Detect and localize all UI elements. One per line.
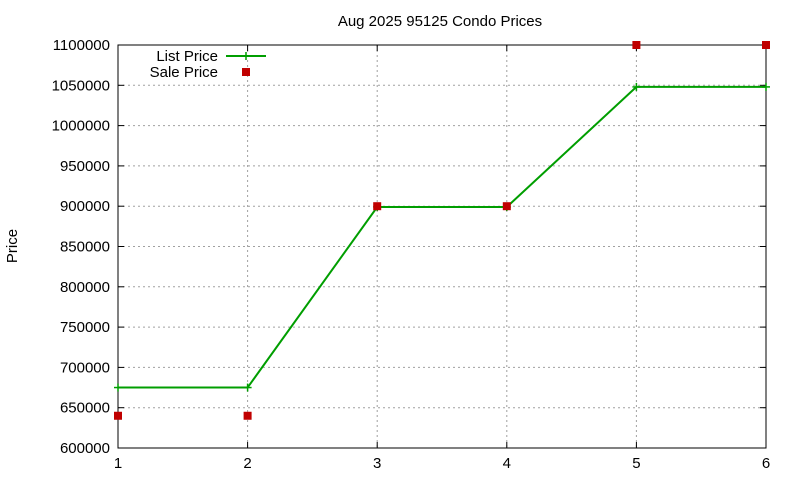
data-point [243, 411, 252, 420]
x-tick-label: 3 [373, 455, 381, 472]
data-point [114, 383, 122, 392]
grid-lines [118, 45, 766, 448]
y-tick-label: 700000 [60, 359, 110, 376]
legend-marker [242, 52, 250, 60]
y-tick-label: 1100000 [53, 37, 110, 54]
axes: 600000 650000 700000 750000 800000 850000 9000… [52, 37, 771, 472]
legend-label: Sale Price [150, 64, 218, 81]
legend-marker [242, 68, 250, 76]
y-tick-label: 800000 [60, 279, 110, 296]
plot-border [117, 44, 767, 449]
series-sale-price [114, 41, 770, 420]
x-tick-label: 5 [632, 455, 640, 472]
x-tick-label: 4 [503, 455, 511, 472]
y-tick-label: 900000 [60, 198, 110, 215]
legend-item: List Price [156, 48, 266, 65]
y-tick-label: 750000 [60, 319, 110, 336]
y-tick-label: 600000 [60, 440, 110, 457]
chart-title: Aug 2025 95125 Condo Prices [338, 13, 542, 30]
y-tick-label: 1050000 [52, 77, 110, 94]
data-point [373, 202, 382, 211]
y-tick-label: 950000 [60, 158, 110, 175]
legend-label: List Price [156, 48, 218, 65]
y-tick-label: 650000 [60, 400, 110, 417]
data-point [762, 41, 770, 49]
y-axis-label: Price [4, 229, 21, 263]
data-point [632, 41, 641, 49]
series-list-price [114, 82, 770, 392]
series-line [118, 85, 766, 389]
legend-item: Sale Price [150, 64, 250, 81]
x-tick-label: 6 [762, 455, 770, 472]
data-point [762, 82, 770, 91]
data-point [114, 411, 122, 420]
data-point [243, 383, 252, 392]
data-series [114, 41, 770, 420]
y-tick-label: 850000 [60, 239, 110, 256]
data-point [502, 202, 511, 211]
data-point [632, 82, 641, 91]
y-tick-label: 1000000 [52, 118, 110, 135]
x-tick-label: 1 [114, 455, 122, 472]
x-tick-label: 2 [243, 455, 251, 472]
